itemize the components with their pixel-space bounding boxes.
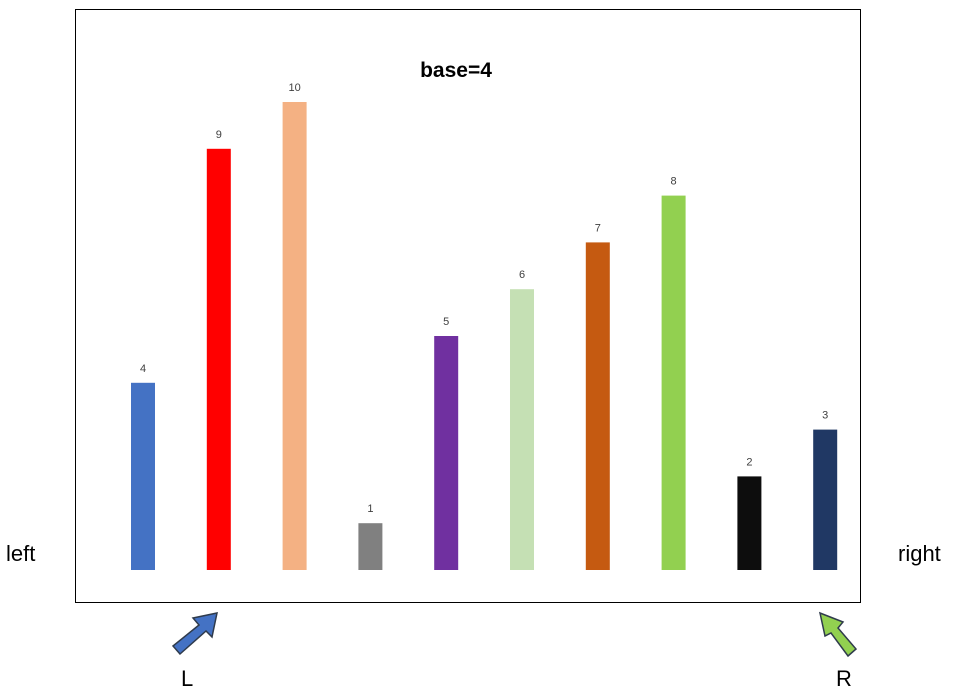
bar-4: [434, 336, 459, 570]
chart-title: base=4: [420, 59, 492, 82]
bar-value-label-5: 6: [519, 269, 525, 281]
bar-2: [282, 102, 307, 570]
left-pointer-label: L: [181, 666, 194, 691]
bar-value-label-8: 2: [746, 456, 752, 468]
bar-value-label-2: 10: [288, 82, 300, 94]
left-label: left: [6, 541, 36, 566]
bar-value-label-3: 1: [367, 503, 373, 515]
bar-value-label-6: 7: [595, 222, 601, 234]
right-pointer-label: R: [836, 666, 852, 691]
bar-value-label-0: 4: [140, 363, 146, 375]
bar-8: [737, 476, 762, 570]
bar-1: [206, 148, 231, 571]
bar-value-label-1: 9: [216, 129, 222, 141]
bar-7: [661, 195, 686, 570]
bar-0: [131, 382, 155, 570]
bar-value-label-4: 5: [443, 316, 449, 328]
chart-frame: [75, 9, 861, 603]
bar-3: [358, 523, 383, 570]
right-pointer-arrow-icon: [818, 611, 858, 658]
bar-9: [813, 429, 838, 570]
bar-5: [510, 289, 534, 570]
right-label: right: [898, 541, 941, 566]
bar-6: [585, 242, 610, 570]
bar-value-label-7: 8: [671, 176, 677, 188]
left-pointer-arrow-icon: [171, 612, 218, 656]
bar-value-label-9: 3: [822, 410, 828, 422]
